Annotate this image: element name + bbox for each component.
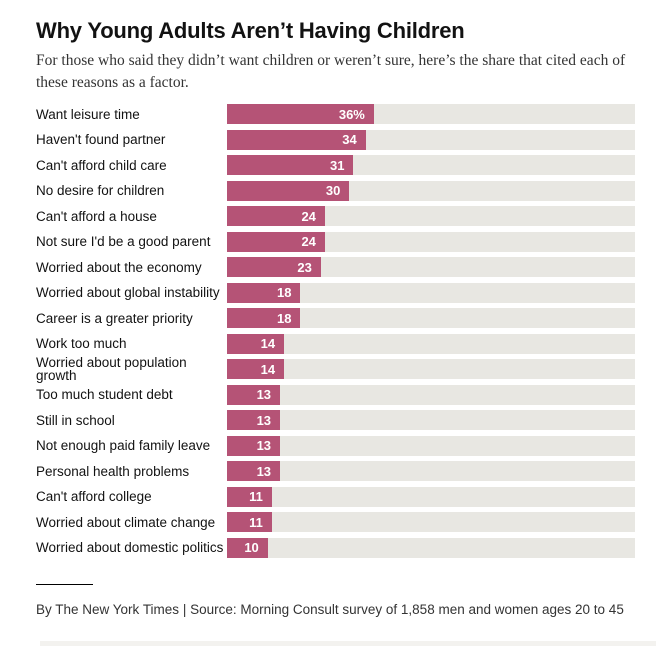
bar-track: 18 bbox=[227, 282, 635, 303]
bar-track: 14 bbox=[227, 359, 635, 380]
bar-track: 24 bbox=[227, 206, 635, 227]
bar-row: Haven't found partner 34 bbox=[36, 129, 635, 150]
category-label: Personal health problems bbox=[36, 463, 190, 479]
bar-row: Worried about the economy 23 bbox=[36, 257, 635, 278]
bar-value-label: 34 bbox=[342, 132, 357, 148]
bar: 18 bbox=[227, 282, 301, 303]
chart-figure: Why Young Adults Aren’t Having Children … bbox=[36, 18, 635, 617]
category-label: Worried about the economy bbox=[36, 259, 202, 275]
bar-value-label: 11 bbox=[249, 489, 263, 505]
bottom-partial-element bbox=[40, 641, 656, 646]
category-label: Haven't found partner bbox=[36, 132, 166, 148]
bar-track: 30 bbox=[227, 180, 635, 201]
category-label: Can't afford child care bbox=[36, 157, 167, 173]
category-label: No desire for children bbox=[36, 183, 165, 199]
category-label: Can't afford a house bbox=[36, 208, 157, 224]
bar-row: Can't afford a house 24 bbox=[36, 206, 635, 227]
bar-track: 11 bbox=[227, 512, 635, 533]
bar: 14 bbox=[227, 359, 285, 380]
bar-track: 14 bbox=[227, 333, 635, 354]
bar-row: Worried about global instability 18 bbox=[36, 282, 635, 303]
footer-divider bbox=[36, 583, 93, 585]
bar-value-label: 13 bbox=[256, 387, 272, 403]
bar-value-label: 24 bbox=[301, 208, 316, 224]
bar: 36% bbox=[227, 104, 374, 125]
bar-row: Worried about population growth 14 bbox=[36, 356, 635, 383]
bar-track: 13 bbox=[227, 461, 635, 482]
bar-track: 31 bbox=[227, 155, 635, 176]
bar-value-label: 13 bbox=[256, 438, 272, 454]
bar-chart: Want leisure time 36% Haven't found partne… bbox=[36, 104, 635, 558]
bar-row: Still in school 13 bbox=[36, 410, 635, 431]
bar-track: 11 bbox=[227, 486, 635, 507]
bar: 13 bbox=[227, 435, 281, 456]
bar: 34 bbox=[227, 129, 366, 150]
bar-value-label: 30 bbox=[325, 183, 341, 199]
bar: 10 bbox=[227, 537, 268, 558]
byline-source-text: By The New York Times | Source: Morning … bbox=[36, 601, 624, 617]
bar-value-label: 24 bbox=[301, 234, 316, 250]
category-label: Not sure I'd be a good parent bbox=[36, 234, 211, 250]
chart-subtitle: For those who said they didn’t want chil… bbox=[36, 52, 626, 92]
bar: 24 bbox=[227, 206, 325, 227]
bar: 14 bbox=[227, 333, 285, 354]
bar-track: 18 bbox=[227, 308, 635, 329]
bar: 30 bbox=[227, 180, 350, 201]
category-label: Not enough paid family leave bbox=[36, 438, 211, 454]
bar: 18 bbox=[227, 308, 301, 329]
bar-row: Personal health problems 13 bbox=[36, 461, 635, 482]
bar-track: 34 bbox=[227, 129, 635, 150]
bar-value-label: 13 bbox=[256, 463, 272, 479]
bar-row: Career is a greater priority 18 bbox=[36, 308, 635, 329]
bar: 24 bbox=[227, 231, 325, 252]
bar-value-label: 10 bbox=[244, 540, 259, 556]
bar-value-label: 36% bbox=[338, 106, 365, 122]
bar-track: 10 bbox=[227, 537, 635, 558]
bar-row: Worried about domestic politics 10 bbox=[36, 537, 635, 558]
category-label: Worried about domestic politics bbox=[36, 540, 224, 556]
bar: 23 bbox=[227, 257, 321, 278]
bar-track: 13 bbox=[227, 435, 635, 456]
bar-track: 24 bbox=[227, 231, 635, 252]
bar-value-label: 14 bbox=[260, 361, 276, 377]
bar-value-label: 13 bbox=[256, 412, 272, 428]
bar-row: Not enough paid family leave 13 bbox=[36, 435, 635, 456]
bar-value-label: 11 bbox=[249, 514, 263, 530]
bar-row: Worried about climate change 11 bbox=[36, 512, 635, 533]
bar: 11 bbox=[227, 486, 272, 507]
category-label: Work too much bbox=[36, 336, 127, 352]
bar-value-label: 18 bbox=[276, 310, 292, 326]
bar: 31 bbox=[227, 155, 354, 176]
category-label: Too much student debt bbox=[36, 387, 173, 403]
bar-row: Too much student debt 13 bbox=[36, 384, 635, 405]
category-label: Worried about global instability bbox=[36, 285, 220, 301]
category-label: Worried about population growth bbox=[36, 354, 187, 384]
bar-track: 13 bbox=[227, 410, 635, 431]
category-label: Can't afford college bbox=[36, 489, 152, 505]
bar: 13 bbox=[227, 410, 281, 431]
bar-value-label: 31 bbox=[330, 157, 345, 173]
category-label: Career is a greater priority bbox=[36, 310, 193, 326]
bar: 13 bbox=[227, 461, 281, 482]
bar-row: Not sure I'd be a good parent 24 bbox=[36, 231, 635, 252]
category-label: Still in school bbox=[36, 412, 115, 428]
bar-track: 23 bbox=[227, 257, 635, 278]
bar-row: Work too much 14 bbox=[36, 333, 635, 354]
bar-row: Can't afford college 11 bbox=[36, 486, 635, 507]
bar-row: No desire for children 30 bbox=[36, 180, 635, 201]
bar-row: Can't afford child care 31 bbox=[36, 155, 635, 176]
bar-track: 36% bbox=[227, 104, 635, 125]
bar-value-label: 18 bbox=[276, 285, 292, 301]
category-label: Worried about climate change bbox=[36, 514, 216, 530]
bar-track: 13 bbox=[227, 384, 635, 405]
bar: 11 bbox=[227, 512, 272, 533]
category-label: Want leisure time bbox=[36, 106, 140, 122]
bar-row: Want leisure time 36% bbox=[36, 104, 635, 125]
bar-value-label: 23 bbox=[297, 259, 312, 275]
bar-value-label: 14 bbox=[260, 336, 276, 352]
bar: 13 bbox=[227, 384, 281, 405]
chart-title: Why Young Adults Aren’t Having Children bbox=[36, 18, 465, 43]
